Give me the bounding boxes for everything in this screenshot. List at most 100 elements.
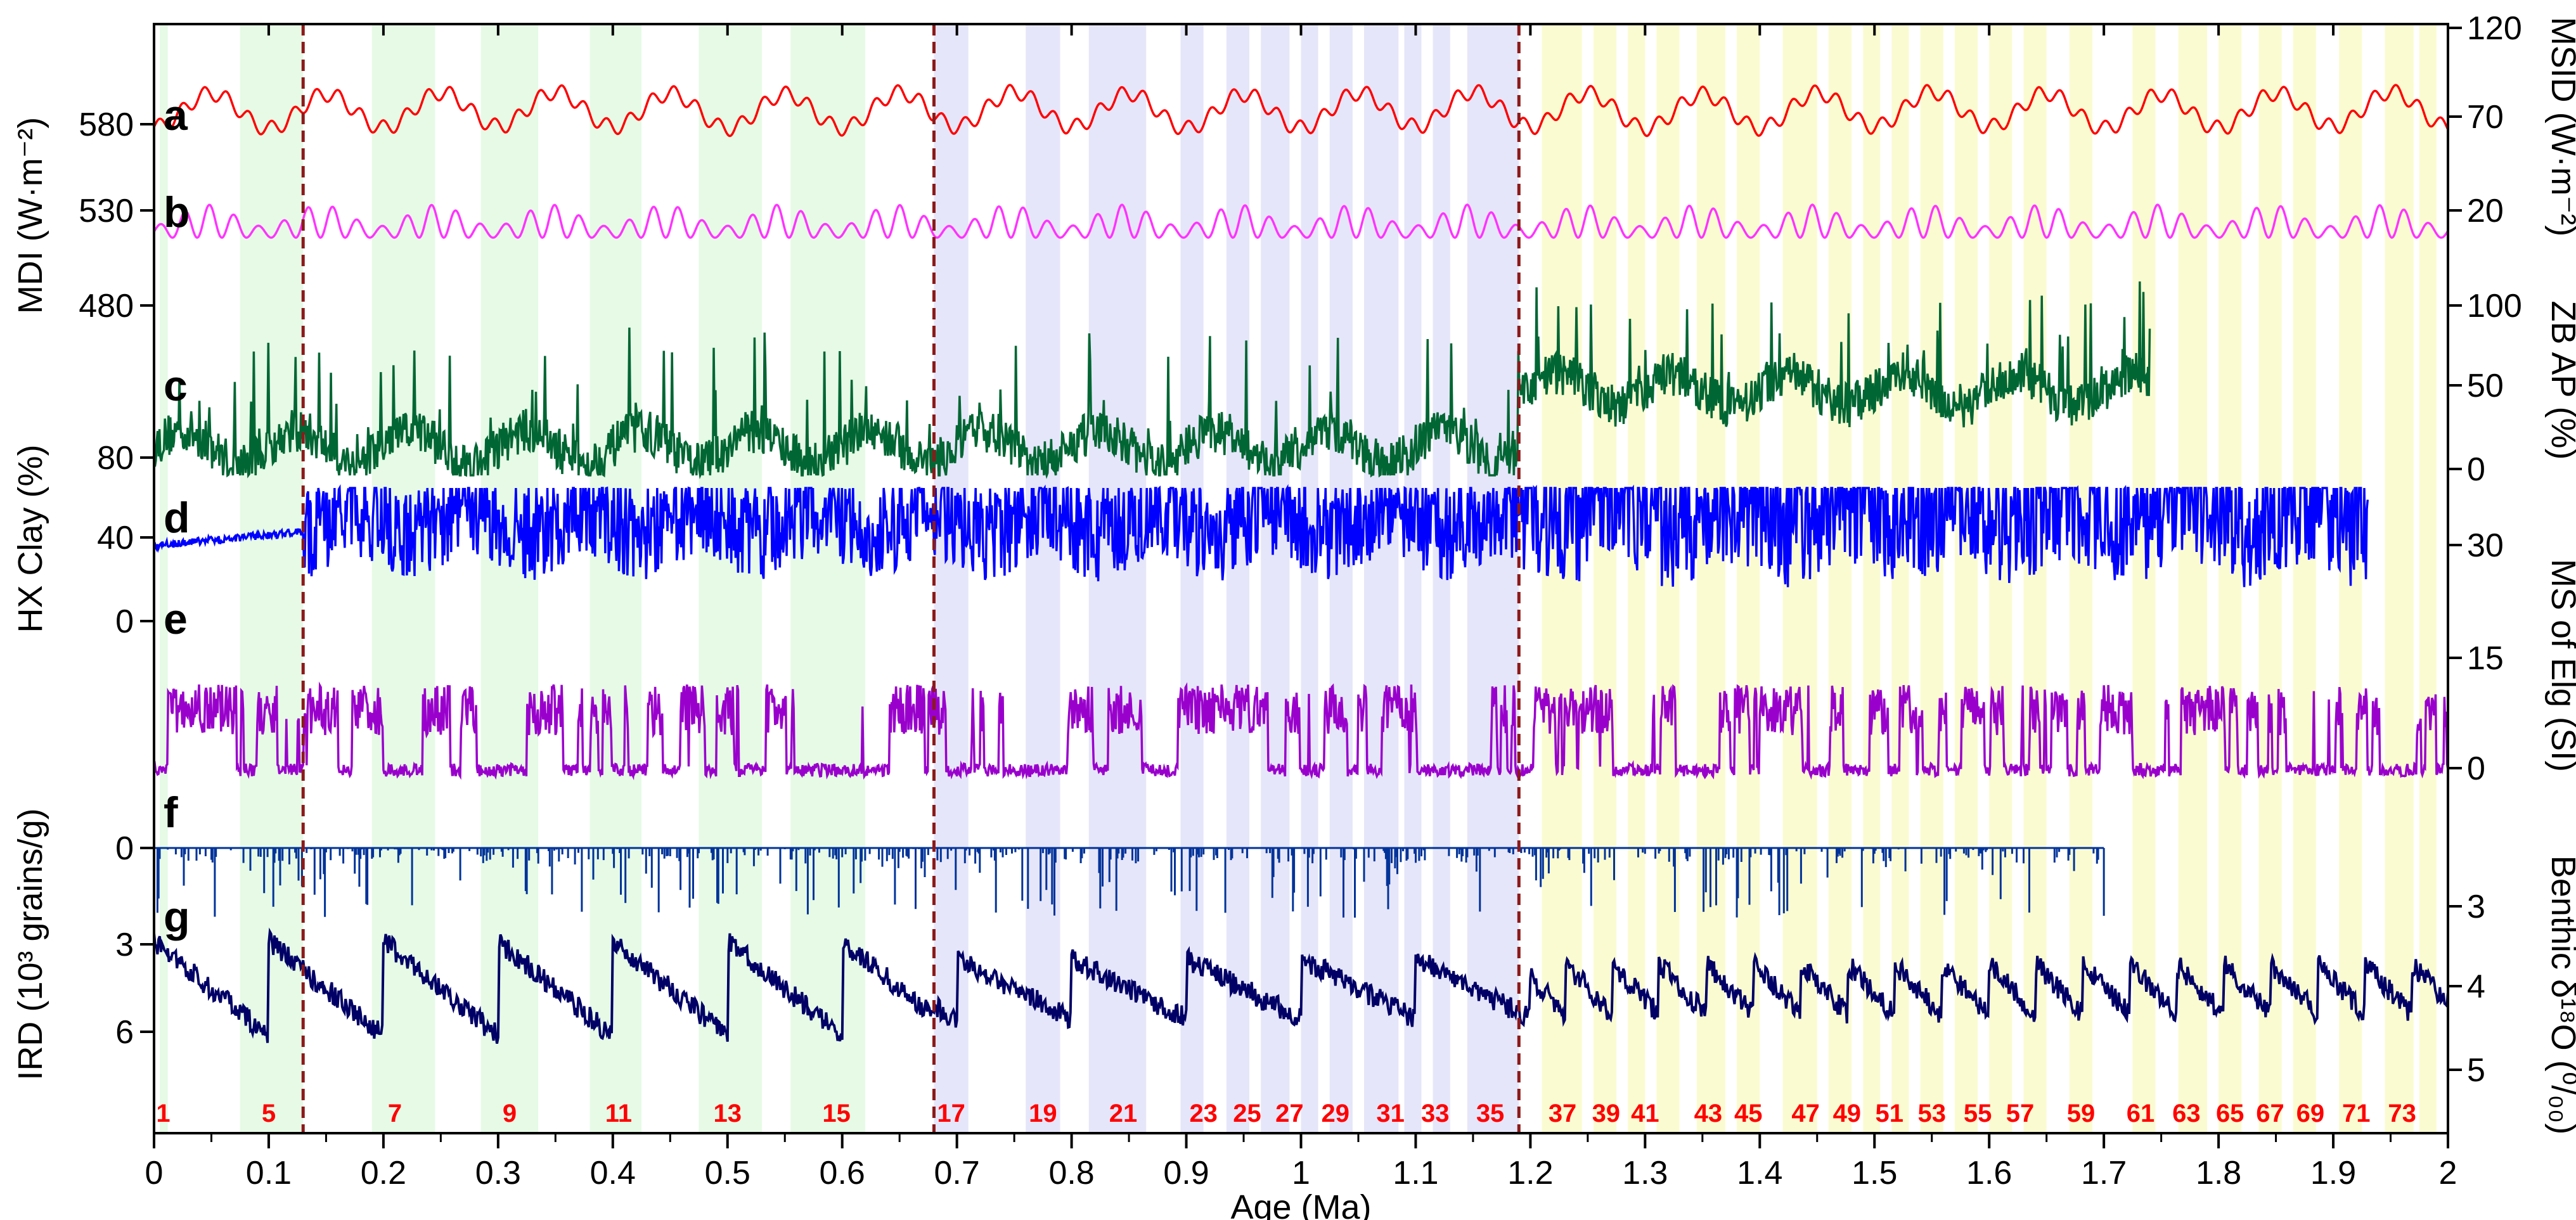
right-tick-label: 5 [2467,1052,2485,1089]
band-yellow [1828,24,1852,1132]
mis-stage-label: 5 [262,1100,276,1127]
series-e-line [153,681,2449,781]
x-tick-label: 0.3 [475,1155,521,1191]
right-tick-label: 70 [2467,99,2504,136]
mis-stage-label: 65 [2216,1100,2244,1127]
mis-stage-label: 53 [1917,1100,1946,1127]
band-blue [1364,24,1399,1132]
band-yellow [1696,24,1726,1132]
x-tick-label: 1 [1292,1155,1310,1191]
band-yellow [2385,24,2414,1132]
left-tick-label: 6 [115,1014,134,1051]
band-yellow [2219,24,2242,1132]
mis-stage-label: 43 [1694,1100,1723,1127]
x-tick-label: 1.6 [1966,1155,2012,1191]
left-axis-title: MDI (W·m⁻²) [11,117,49,314]
series-c-line [153,281,2151,480]
x-tick-label: 0.1 [246,1155,292,1191]
x-tick-label: 0.7 [934,1155,980,1191]
band-yellow [1737,24,1760,1132]
series-a-line [153,84,2449,138]
x-tick-label: 0.5 [705,1155,750,1191]
band-blue [1404,24,1422,1132]
mis-stage-label: 47 [1791,1100,1820,1127]
mis-stage-label: 67 [2256,1100,2284,1127]
panel-letter: f [164,788,178,837]
left-tick-label: 530 [79,193,134,229]
mis-stage-label: 27 [1275,1100,1304,1127]
panel-letter: g [164,893,190,941]
band-yellow [1954,24,1978,1132]
right-tick-label: 0 [2467,451,2485,488]
band-yellow [1542,24,1582,1132]
mis-stage-label: 57 [2006,1100,2035,1127]
right-tick-label: 0 [2467,750,2485,787]
mis-stage-label: 55 [1964,1100,1992,1127]
series-b-line [153,203,2449,239]
band-blue [1261,24,1290,1132]
left-tick-label: 80 [97,440,134,477]
band-blue [934,24,969,1132]
band-blue [1226,24,1250,1132]
band-green [790,24,865,1132]
mis-stage-label: 7 [388,1100,402,1127]
band-yellow [2178,24,2208,1132]
left-axis-title: HX Clay (%) [11,444,49,632]
x-tick-label: 0.9 [1163,1155,1209,1191]
left-tick-label: 580 [79,106,134,143]
mis-stage-label: 31 [1376,1100,1405,1127]
mis-stage-label: 63 [2172,1100,2201,1127]
mis-stage-label: 69 [2296,1100,2325,1127]
right-tick-label: 100 [2467,288,2522,324]
band-yellow [1593,24,1617,1132]
band-green [160,24,168,1132]
data-series [153,84,2449,1044]
mis-stage-label: 45 [1734,1100,1763,1127]
left-tick-label: 480 [79,288,134,324]
mis-stage-label: 33 [1421,1100,1450,1127]
x-tick-label: 0.8 [1048,1155,1094,1191]
left-tick-label: 0 [115,830,134,867]
x-tick-label: 1.5 [1852,1155,1897,1191]
right-tick-label: 30 [2467,527,2504,564]
band-yellow [2023,24,2047,1132]
left-axis-title: IRD (10³ grains/g) [11,808,49,1080]
band-yellow [1656,24,1680,1132]
band-blue [1467,24,1519,1132]
mis-stage-label: 17 [937,1100,965,1127]
series-f-line [154,847,2105,918]
x-tick-label: 0.2 [361,1155,406,1191]
mis-stage-label: 41 [1631,1100,1659,1127]
mis-stage-label: 21 [1109,1100,1138,1127]
mis-stage-label: 49 [1833,1100,1862,1127]
x-tick-label: 1.1 [1393,1155,1438,1191]
series-g-line [153,927,2449,1044]
mis-stage-label: 23 [1189,1100,1218,1127]
band-yellow [1920,24,1943,1132]
mis-stage-label: 73 [2388,1100,2416,1127]
band-green [371,24,435,1132]
right-tick-label: 50 [2467,368,2504,404]
band-yellow [1863,24,1881,1132]
band-yellow [1628,24,1645,1132]
axis-labels: 0 0.1 0.2 0.3 0.4 0.5 0.6 0.7 0.8 0.9 1 1.1 1.2 1.3 1.… [11,10,2576,1220]
x-tick-label: 2 [2439,1155,2457,1191]
x-tick-label: 1.9 [2310,1155,2356,1191]
panel-letter: e [164,595,188,643]
x-tick-label: 1.4 [1737,1155,1782,1191]
mis-stage-label: 1 [156,1100,170,1127]
x-tick-label: 1.8 [2196,1155,2241,1191]
panel-letter: b [164,188,190,236]
band-blue [1301,24,1318,1132]
x-tick-label: 0 [145,1155,164,1191]
x-tick-label: 1.2 [1507,1155,1553,1191]
band-yellow [2132,24,2156,1132]
x-tick-label: 0.4 [590,1155,636,1191]
right-axis-title: MS of Elg (SI) [2544,559,2576,772]
left-tick-label: 40 [97,520,134,556]
right-axis-title: MSID (W·m⁻²) [2544,17,2576,236]
right-tick-label: 20 [2467,193,2504,229]
right-axis-title: Benthic δ¹⁸O (⁰/₀₀) [2544,856,2576,1134]
mis-stage-label: 71 [2342,1100,2371,1127]
